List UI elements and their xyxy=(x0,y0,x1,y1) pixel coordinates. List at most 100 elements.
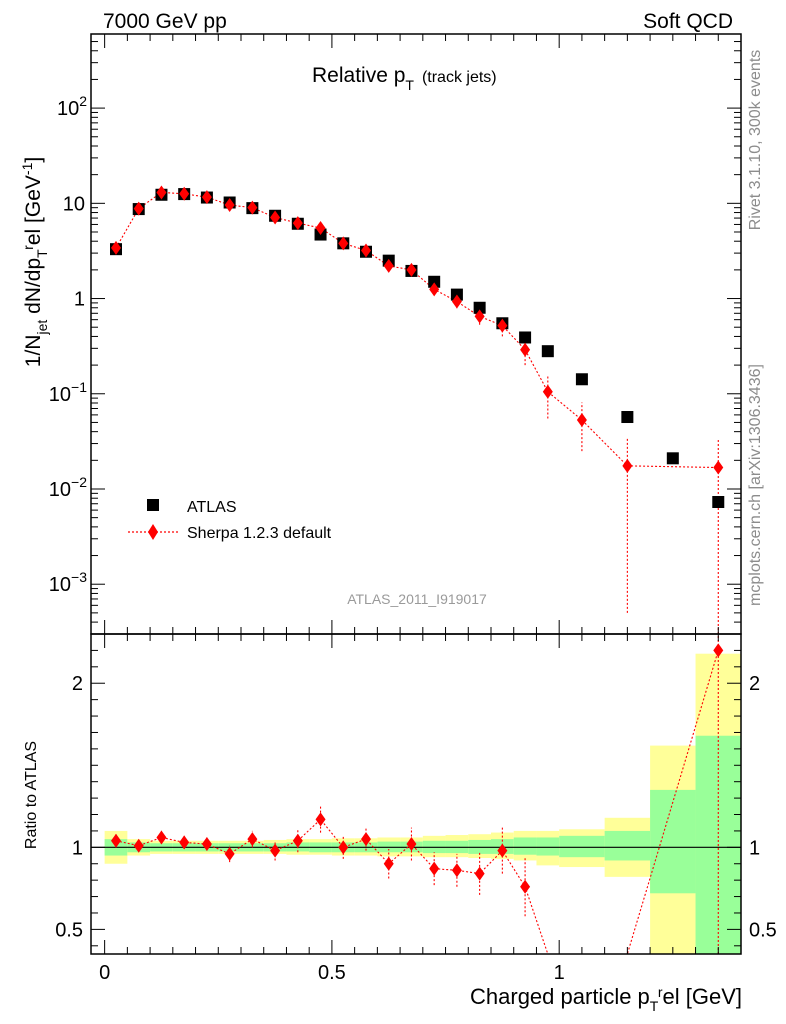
chart-title-main: Relative p xyxy=(312,64,405,87)
ratio-mc-point xyxy=(361,832,371,847)
ratio-mc-point xyxy=(156,830,167,845)
main-y-tick-label: 102 xyxy=(57,93,87,120)
mc-point xyxy=(520,342,531,357)
ratio-mc-point xyxy=(315,812,326,827)
mc-point xyxy=(179,186,190,201)
x-tick-label: 1 xyxy=(554,962,565,984)
mc-point xyxy=(474,309,485,324)
ratio-mc-point xyxy=(224,846,235,861)
mcplots-label: mcplots.cern.ch [arXiv:1306.3436] xyxy=(747,364,764,606)
ratio-y-tick-label: 2 xyxy=(72,673,83,695)
x-tick-label: 0.5 xyxy=(318,962,346,984)
main-panel: 10−3 10−2 10−1 1 10 102 Relative pT (track jet… xyxy=(19,33,742,635)
legend-sherpa-label: Sherpa 1.2.3 default xyxy=(187,525,332,542)
ratio-axes: 0 0.5 1 0.5 0.5 1 1 2 2 xyxy=(55,633,777,984)
chart-title: Relative pT (track jets) xyxy=(312,64,497,93)
ratio-mc-point xyxy=(270,843,281,858)
mc-point xyxy=(156,185,167,200)
data-point xyxy=(575,373,588,386)
data-point xyxy=(519,331,532,344)
x-axis-label-sub: T xyxy=(650,998,659,1014)
ratio-mc-point xyxy=(429,861,440,876)
band-inner xyxy=(559,835,605,858)
ratio-mc-point xyxy=(520,879,531,894)
mc-point xyxy=(622,458,633,473)
data-point xyxy=(712,496,725,509)
ratio-y-tick-label-right: 0.5 xyxy=(749,919,777,941)
ratio-y-tick-label: 1 xyxy=(72,837,83,859)
ratio-mc-point xyxy=(133,838,144,853)
mc-point xyxy=(713,460,724,475)
main-y-tick-label: 10−1 xyxy=(49,379,87,406)
legend-sherpa-marker xyxy=(148,524,158,540)
ratio-mc-point xyxy=(111,833,121,848)
main-axes: 10−3 10−2 10−1 1 10 102 xyxy=(49,33,742,635)
mc-point xyxy=(315,221,326,236)
x-axis-label-sup: r xyxy=(658,984,663,1000)
ratio-mc-point xyxy=(474,866,485,881)
ratio-y-tick-label-right: 2 xyxy=(749,673,760,695)
ratio-mc-point xyxy=(338,840,349,855)
mc-point xyxy=(542,384,553,399)
x-tick-label: 0 xyxy=(99,962,110,984)
band-inner xyxy=(604,830,651,861)
ratio-mc-point xyxy=(406,837,417,852)
ratio-y-tick-label-right: 1 xyxy=(749,837,760,859)
data-point xyxy=(621,411,634,424)
x-axis-label-suffix: el [GeV] xyxy=(663,984,742,1009)
ratio-mc-point xyxy=(247,832,258,847)
mc-point xyxy=(497,318,508,333)
main-y-tick-label: 10 xyxy=(63,193,85,215)
mc-point xyxy=(576,413,587,428)
analysis-watermark: ATLAS_2011_I919017 xyxy=(347,591,487,607)
mc-point xyxy=(406,262,417,277)
chart-title-sub: T xyxy=(405,77,414,93)
main-panel-frame xyxy=(90,33,742,635)
ratio-mc-point xyxy=(292,833,303,848)
mc-point xyxy=(292,216,303,231)
band-inner xyxy=(650,789,696,894)
ratio-panel: 0 0.5 1 0.5 0.5 1 1 2 2 Ratio to ATLAS Charged p… xyxy=(23,633,777,1014)
ratio-mc-point xyxy=(201,837,212,852)
x-axis-label-main: Charged particle p xyxy=(470,984,650,1009)
ratio-mc-point xyxy=(451,863,462,878)
mc-point xyxy=(111,240,121,255)
ratio-marks xyxy=(91,634,741,955)
mc-point xyxy=(361,243,371,258)
ratio-ylabel: Ratio to ATLAS xyxy=(23,741,40,849)
header-right: Soft QCD xyxy=(643,10,733,33)
main-y-tick-label: 10−3 xyxy=(49,569,87,596)
main-y-tick-label: 10−2 xyxy=(49,474,87,501)
ratio-mc-point xyxy=(383,856,394,871)
rivet-label: Rivet 3.1.10, 300k events xyxy=(747,50,764,231)
chart-title-suffix: (track jets) xyxy=(422,69,497,86)
main-ylabel: 1/Njet dN/dpTrel [GeV-1] xyxy=(19,157,50,367)
mc-series-line xyxy=(115,191,719,469)
ratio-mc-point xyxy=(179,835,190,850)
mc-point xyxy=(338,236,349,251)
mc-point xyxy=(247,200,258,215)
main-y-tick-label: 1 xyxy=(74,289,85,311)
x-axis-label: Charged particle pTrel [GeV] xyxy=(470,984,742,1014)
ratio-y-tick-label: 0.5 xyxy=(55,919,83,941)
data-point xyxy=(541,345,554,358)
mc-point xyxy=(201,190,212,205)
mc-point xyxy=(451,294,462,309)
ratio-mc-point xyxy=(497,843,508,858)
band-inner xyxy=(513,837,537,855)
mc-point xyxy=(133,201,144,216)
data-point xyxy=(428,275,441,288)
ratio-mc-point xyxy=(713,643,724,658)
main-marks xyxy=(110,185,725,634)
mc-point xyxy=(270,210,281,225)
mc-point xyxy=(429,282,440,297)
ratio-panel-frame xyxy=(90,633,742,955)
data-point xyxy=(666,452,679,465)
mc-point xyxy=(224,198,235,213)
header-left: 7000 GeV pp xyxy=(103,10,227,33)
mc-point xyxy=(383,258,394,273)
data-point xyxy=(473,301,486,314)
legend-atlas-marker xyxy=(147,499,159,511)
band-inner xyxy=(536,837,560,856)
